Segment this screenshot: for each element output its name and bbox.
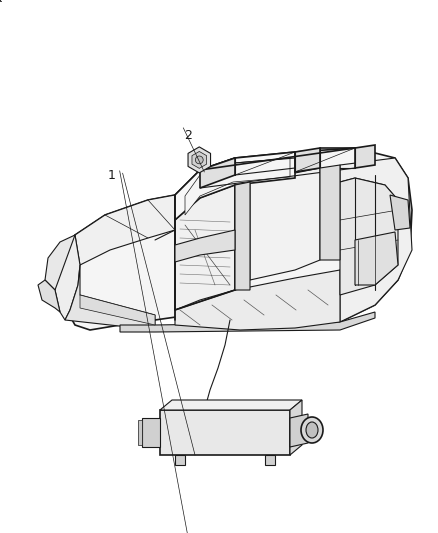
Polygon shape: [185, 158, 290, 215]
Polygon shape: [340, 158, 412, 322]
Polygon shape: [175, 230, 235, 262]
Polygon shape: [200, 158, 235, 188]
Polygon shape: [235, 182, 250, 290]
Polygon shape: [175, 185, 235, 310]
Polygon shape: [290, 414, 308, 447]
Polygon shape: [265, 455, 275, 465]
Polygon shape: [355, 232, 398, 285]
Polygon shape: [45, 235, 75, 290]
Polygon shape: [160, 410, 290, 455]
Text: 2: 2: [184, 130, 192, 142]
Polygon shape: [80, 295, 155, 325]
Polygon shape: [188, 147, 211, 173]
Polygon shape: [355, 145, 375, 168]
Polygon shape: [65, 265, 155, 330]
Polygon shape: [390, 195, 410, 230]
Polygon shape: [38, 280, 60, 312]
Text: 1: 1: [108, 169, 116, 182]
Circle shape: [195, 156, 203, 164]
Polygon shape: [142, 418, 160, 447]
Polygon shape: [75, 195, 175, 265]
Polygon shape: [340, 178, 398, 295]
Polygon shape: [320, 165, 340, 260]
Ellipse shape: [306, 422, 318, 438]
Polygon shape: [138, 420, 142, 445]
Polygon shape: [250, 168, 320, 280]
Polygon shape: [175, 152, 295, 220]
Polygon shape: [160, 400, 302, 410]
Polygon shape: [55, 235, 80, 320]
Polygon shape: [55, 148, 412, 330]
Polygon shape: [120, 312, 375, 332]
Ellipse shape: [301, 417, 323, 443]
Polygon shape: [290, 400, 302, 455]
Polygon shape: [192, 151, 207, 168]
Polygon shape: [175, 455, 185, 465]
Polygon shape: [175, 270, 340, 330]
Polygon shape: [295, 148, 320, 172]
